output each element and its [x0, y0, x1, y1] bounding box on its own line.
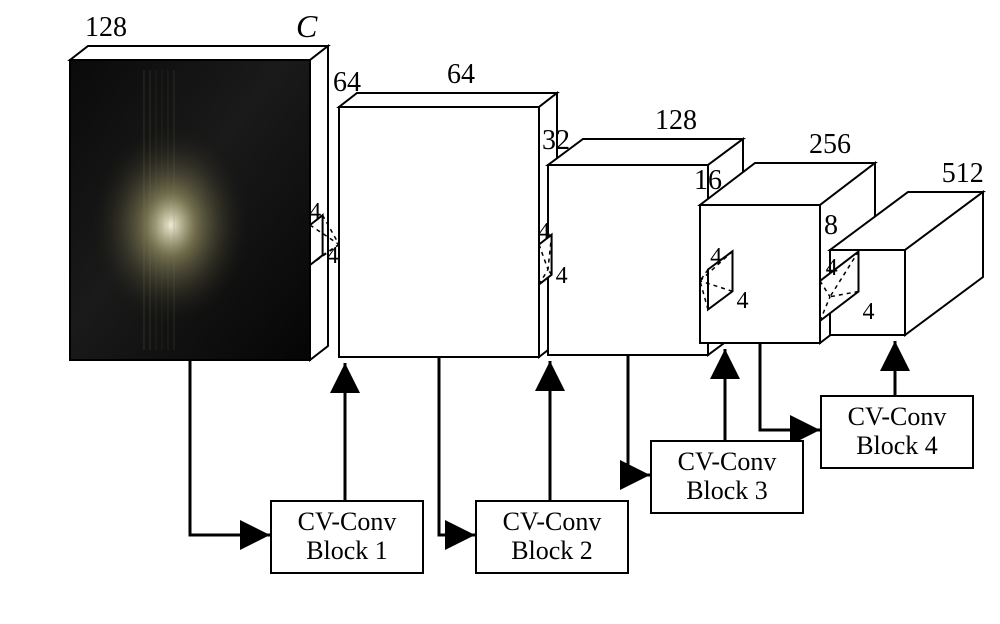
kernel-0-h: 4: [327, 243, 339, 270]
layer-3-channels: 256: [809, 129, 851, 161]
layer-4-channels: 512: [942, 158, 984, 190]
c-label: C: [296, 8, 317, 45]
cvconv-block-3: CV-ConvBlock 3: [650, 440, 804, 514]
layer-3-height: 16: [694, 165, 722, 197]
kernel-3-w: 4: [826, 255, 838, 282]
kernel-2-w: 4: [710, 244, 722, 271]
block-line1: CV-Conv: [678, 448, 777, 477]
diagram-canvas: 128C64643212816256851244444444CV-ConvBlo…: [0, 0, 1000, 624]
layer-2-channels: 128: [655, 105, 697, 137]
kernel-0-w: 4: [309, 199, 321, 226]
block-line2: Block 1: [306, 537, 388, 566]
block-line1: CV-Conv: [848, 403, 947, 432]
block-line1: CV-Conv: [503, 508, 602, 537]
block-line2: Block 4: [856, 432, 938, 461]
layer-1-height: 64: [333, 67, 361, 99]
layer-0-height: 128: [85, 12, 127, 44]
kernel-3-h: 4: [863, 299, 875, 326]
cvconv-block-2: CV-ConvBlock 2: [475, 500, 629, 574]
layer-1-channels: 64: [447, 59, 475, 91]
block-line2: Block 3: [686, 477, 768, 506]
layer-4-height: 8: [824, 210, 838, 242]
cvconv-block-1: CV-ConvBlock 1: [270, 500, 424, 574]
layer-2-height: 32: [542, 125, 570, 157]
cvconv-block-4: CV-ConvBlock 4: [820, 395, 974, 469]
kernel-2-h: 4: [737, 288, 749, 315]
kernel-1-h: 4: [556, 263, 568, 290]
block-line1: CV-Conv: [298, 508, 397, 537]
kernel-1-w: 4: [538, 219, 550, 246]
block-line2: Block 2: [511, 537, 593, 566]
